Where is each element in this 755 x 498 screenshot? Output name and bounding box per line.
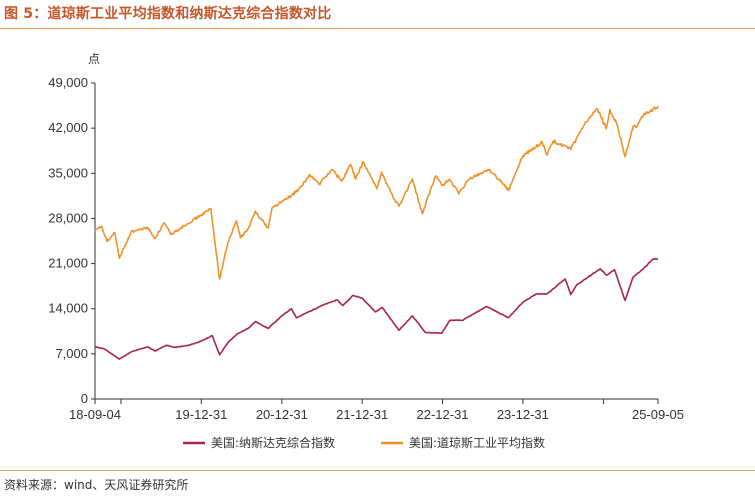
series-group [94, 105, 659, 360]
chart-area: 点 0 7,000 14,000 21,000 28,000 35,000 42,000 49… [48, 52, 684, 450]
y-tick-label: 21,000 [48, 256, 88, 271]
y-tick-label: 0 [81, 391, 88, 406]
y-tick-label: 35,000 [48, 165, 88, 180]
legend: 美国:纳斯达克综合指数 美国:道琼斯工业平均指数 [183, 435, 545, 450]
x-tick-label: 21-12-31 [336, 407, 388, 422]
legend-item-nasdaq-label: 美国:纳斯达克综合指数 [211, 435, 335, 450]
x-tick-label: 20-12-31 [256, 407, 308, 422]
y-tick-label: 28,000 [48, 210, 88, 225]
y-tick-label: 42,000 [48, 120, 88, 135]
x-tick-label: 18-09-04 [69, 407, 121, 422]
y-tick-label: 14,000 [48, 301, 88, 316]
y-axis: 0 7,000 14,000 21,000 28,000 35,000 42,000 49,0… [48, 75, 95, 406]
source-note: 资料来源：wind、天风证券研究所 [4, 478, 189, 492]
x-tick-label: 19-12-31 [175, 407, 227, 422]
y-axis-unit-label: 点 [88, 52, 100, 66]
x-tick-label: 23-12-31 [497, 407, 549, 422]
y-tick-label: 49,000 [48, 75, 88, 90]
x-axis: 18-09-04 19-12-31 20-12-31 21-12-31 22-12-31… [69, 399, 684, 422]
nasdaq-series-line [94, 257, 659, 360]
legend-item-dow-label: 美国:道琼斯工业平均指数 [409, 435, 545, 450]
title-divider [0, 28, 755, 29]
x-tick-label: 22-12-31 [417, 407, 469, 422]
x-tick-label: 25-09-05 [632, 407, 684, 422]
y-tick-label: 7,000 [55, 346, 88, 361]
chart-title: 图 5：道琼斯工业平均指数和纳斯达克综合指数对比 [4, 6, 332, 22]
dow-series-line [94, 105, 659, 280]
footer-divider [0, 470, 755, 471]
